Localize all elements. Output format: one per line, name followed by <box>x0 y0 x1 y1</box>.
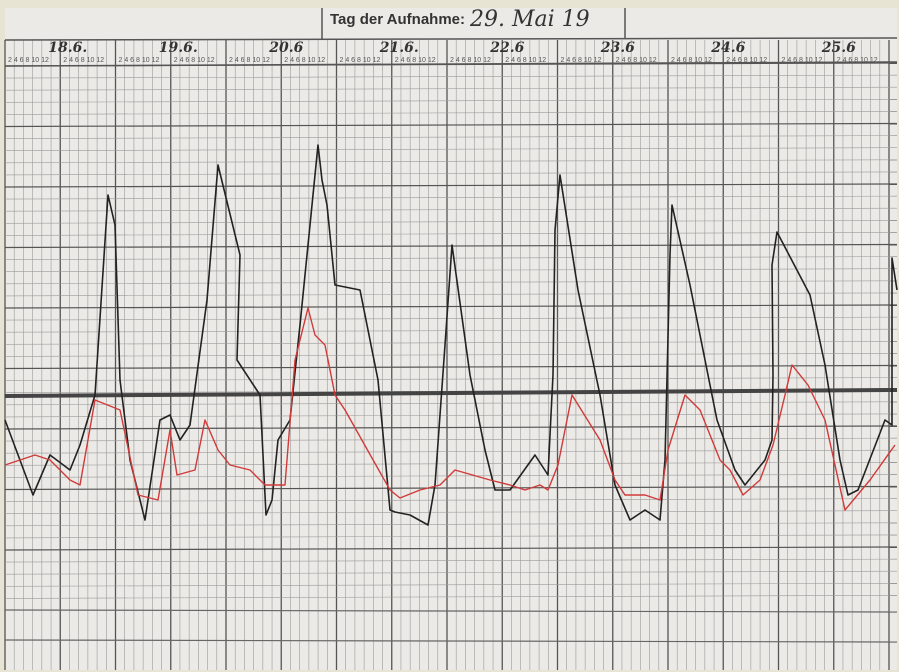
header-date: 29. Mai 19 <box>469 7 590 32</box>
hour-scale: 2 4 6 8 10 12 <box>119 57 160 64</box>
header-label: Tag der Aufnahme: <box>330 11 465 28</box>
hour-scale: 2 4 6 8 10 12 <box>174 57 215 64</box>
hour-scale: 2 4 6 8 10 12 <box>450 57 491 64</box>
hour-scale: 2 4 6 8 10 12 <box>63 57 104 64</box>
hour-scale: 2 4 6 8 10 12 <box>782 57 823 64</box>
day-label: 23.6 <box>600 40 635 56</box>
day-label: 25.6 <box>821 40 856 56</box>
hour-scale: 2 4 6 8 10 12 <box>561 57 602 64</box>
hour-scale: 2 4 6 8 10 12 <box>8 57 49 64</box>
hour-scale: 2 4 6 8 10 12 <box>616 57 657 64</box>
hour-scale: 2 4 6 8 10 12 <box>505 57 546 64</box>
hour-scale: 2 4 6 8 10 12 <box>229 57 270 64</box>
hour-scale: 2 4 6 8 10 12 <box>726 57 767 64</box>
hour-scale: 2 4 6 8 10 12 <box>395 57 436 64</box>
day-label: 22.6 <box>489 40 524 56</box>
day-label: 19.6. <box>159 40 198 56</box>
paper <box>5 8 897 670</box>
day-label: 20.6 <box>268 40 303 56</box>
hour-scale: 2 4 6 8 10 12 <box>837 57 878 64</box>
photo: Tag der Aufnahme: 29. Mai 19 18.6.2 4 6 … <box>0 0 899 672</box>
day-label: 21.6. <box>379 40 419 56</box>
hour-scale: 2 4 6 8 10 12 <box>284 57 325 64</box>
day-label: 18.6. <box>48 40 87 56</box>
hour-scale: 2 4 6 8 10 12 <box>340 57 381 64</box>
hour-scale: 2 4 6 8 10 12 <box>671 57 712 64</box>
chart-sheet: Tag der Aufnahme: 29. Mai 19 18.6.2 4 6 … <box>0 0 899 672</box>
day-label: 24.6 <box>710 40 745 56</box>
